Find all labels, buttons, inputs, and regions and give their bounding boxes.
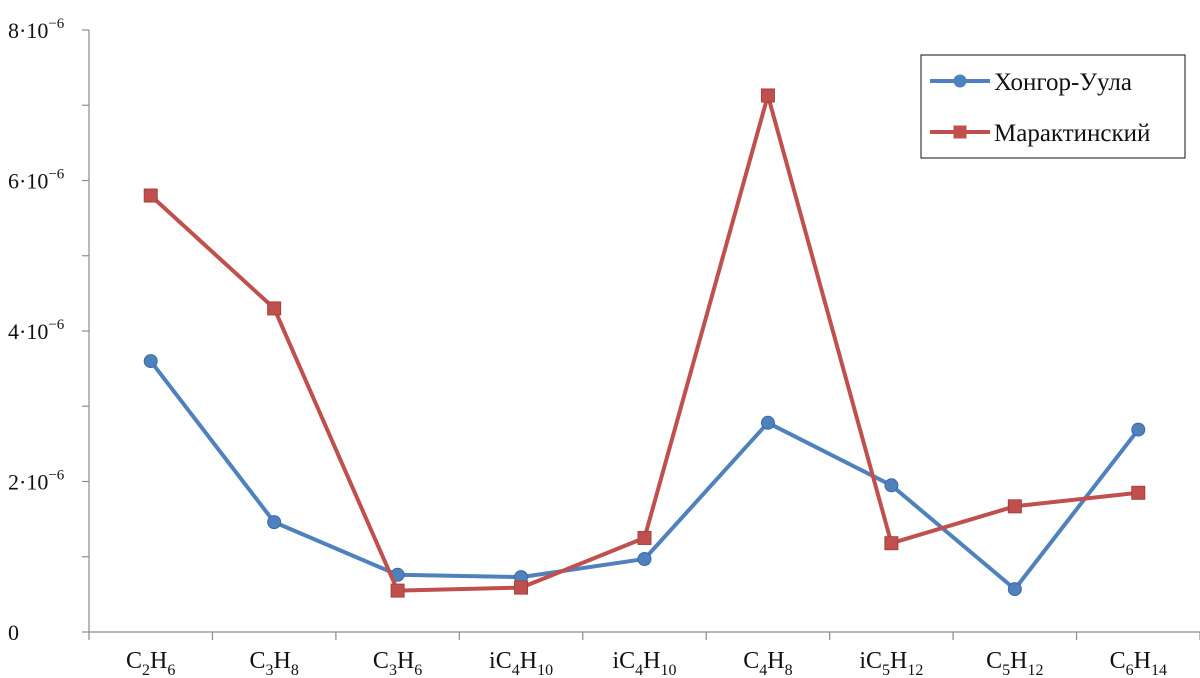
- data-point: [390, 583, 405, 598]
- data-point: [884, 536, 899, 551]
- data-point: [1007, 582, 1022, 597]
- legend-item: Хонгор-Уула: [930, 69, 1132, 96]
- legend-box: [920, 54, 1186, 159]
- x-tick-label: C3H6: [373, 648, 422, 678]
- y-tick-label: 0: [8, 620, 19, 645]
- y-tick-label: 6·10−6: [8, 167, 65, 194]
- legend-label: Марактинский: [994, 120, 1150, 147]
- data-point: [760, 88, 775, 103]
- legend-marker: [953, 125, 967, 139]
- y-tick-label: 4·10−6: [8, 317, 65, 344]
- data-point: [143, 354, 158, 369]
- data-point: [1131, 485, 1146, 500]
- series-1: [143, 354, 1146, 597]
- legend-marker: [953, 74, 967, 88]
- legend-item: Марактинский: [930, 120, 1150, 147]
- y-tick-label: 8·10−6: [8, 16, 65, 43]
- y-axis-ticks: 0 2·10−6 4·10−6 6·10−6 8·10−6: [8, 16, 89, 645]
- data-point: [267, 301, 282, 316]
- data-point: [267, 515, 282, 530]
- x-tick-label: C5H12: [986, 648, 1043, 678]
- data-point: [637, 552, 652, 567]
- data-point: [143, 188, 158, 203]
- series-line: [149, 93, 1139, 593]
- data-point: [1007, 499, 1022, 514]
- data-point: [760, 415, 775, 430]
- y-tick-label: 2·10−6: [8, 468, 65, 495]
- legend: Хонгор-Уула Марактинский: [920, 54, 1186, 159]
- data-point: [884, 478, 899, 493]
- data-point: [514, 580, 529, 595]
- x-tick-label: C6H14: [1110, 648, 1167, 678]
- x-tick-label: C2H6: [126, 648, 175, 678]
- data-point: [637, 530, 652, 545]
- x-tick-label: C3H8: [249, 648, 298, 678]
- x-axis-ticks: C2H6 C3H8 C3H6 iC4H10 iC4H10 C4H8 iC5H12 C5H12 C…: [88, 632, 1200, 678]
- x-tick-label: iC4H10: [489, 648, 553, 678]
- series-layer: [143, 88, 1146, 598]
- legend-label: Хонгор-Уула: [994, 69, 1132, 96]
- series-2: [143, 88, 1146, 598]
- x-tick-label: iC4H10: [612, 648, 676, 678]
- x-tick-label: iC5H12: [859, 648, 923, 678]
- data-point: [1131, 422, 1146, 437]
- x-tick-label: C4H8: [743, 648, 792, 678]
